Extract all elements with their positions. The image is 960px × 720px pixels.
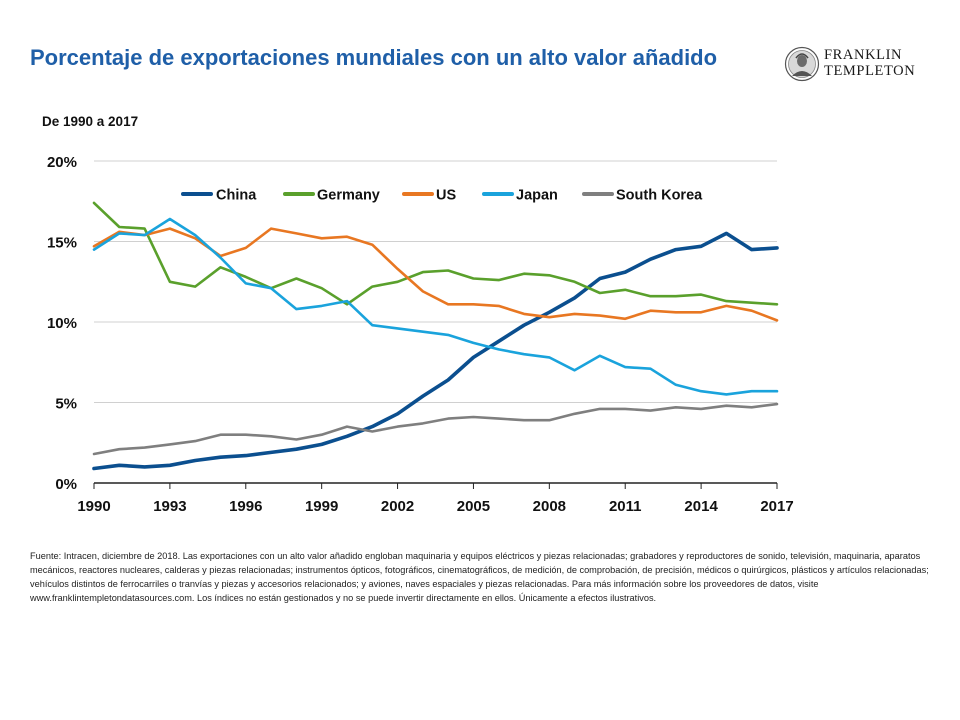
x-tick-labels: 1990 1993 1996 1999 2002 2005 2008 2011 2014 2017 <box>77 498 793 515</box>
logo-wordmark: FRANKLIN TEMPLETON <box>824 47 916 79</box>
x-tick-label: 1993 <box>153 498 186 515</box>
series-line-japan <box>92 217 779 396</box>
x-tick-label: 1999 <box>305 498 338 515</box>
y-gridlines <box>94 160 777 403</box>
x-tick-label: 2005 <box>457 498 490 515</box>
chart-title: Porcentaje de exportaciones mundiales co… <box>30 45 718 70</box>
series-line-germany <box>92 201 779 306</box>
franklin-portrait-seal-icon <box>784 46 820 82</box>
x-tick-label: 2017 <box>760 498 793 515</box>
y-tick-label: 0% <box>55 476 77 493</box>
legend-label-south-korea: South Korea <box>616 188 703 204</box>
series-lines <box>92 201 779 471</box>
y-tick-label: 5% <box>55 396 77 413</box>
legend-label-us: US <box>436 188 456 204</box>
series-line-us <box>92 227 779 322</box>
y-tick-labels: 0% 5% 10% 15% 20% <box>47 154 77 493</box>
x-tick-label: 2014 <box>684 498 718 515</box>
y-tick-label: 20% <box>47 154 77 171</box>
chart-subtitle: De 1990 a 2017 <box>42 114 139 129</box>
axes <box>93 482 778 489</box>
x-tick-label: 1996 <box>229 498 262 515</box>
footnote: Fuente: Intracen, diciembre de 2018. Las… <box>30 551 929 603</box>
legend-label-japan: Japan <box>516 188 558 204</box>
franklin-templeton-logo: FRANKLIN TEMPLETON <box>784 46 934 82</box>
legend-label-germany: Germany <box>317 188 380 204</box>
legend: China Germany US Japan South Korea <box>181 188 703 204</box>
y-tick-label: 15% <box>47 235 77 252</box>
x-tick-label: 2002 <box>381 498 414 515</box>
y-tick-label: 10% <box>47 315 77 332</box>
x-tick-label: 2011 <box>609 498 642 515</box>
x-tick-label: 1990 <box>77 498 110 515</box>
x-tick-label: 2008 <box>533 498 566 515</box>
series-line-south-korea <box>92 402 779 456</box>
series-line-china <box>92 231 779 471</box>
legend-label-china: China <box>216 188 257 204</box>
